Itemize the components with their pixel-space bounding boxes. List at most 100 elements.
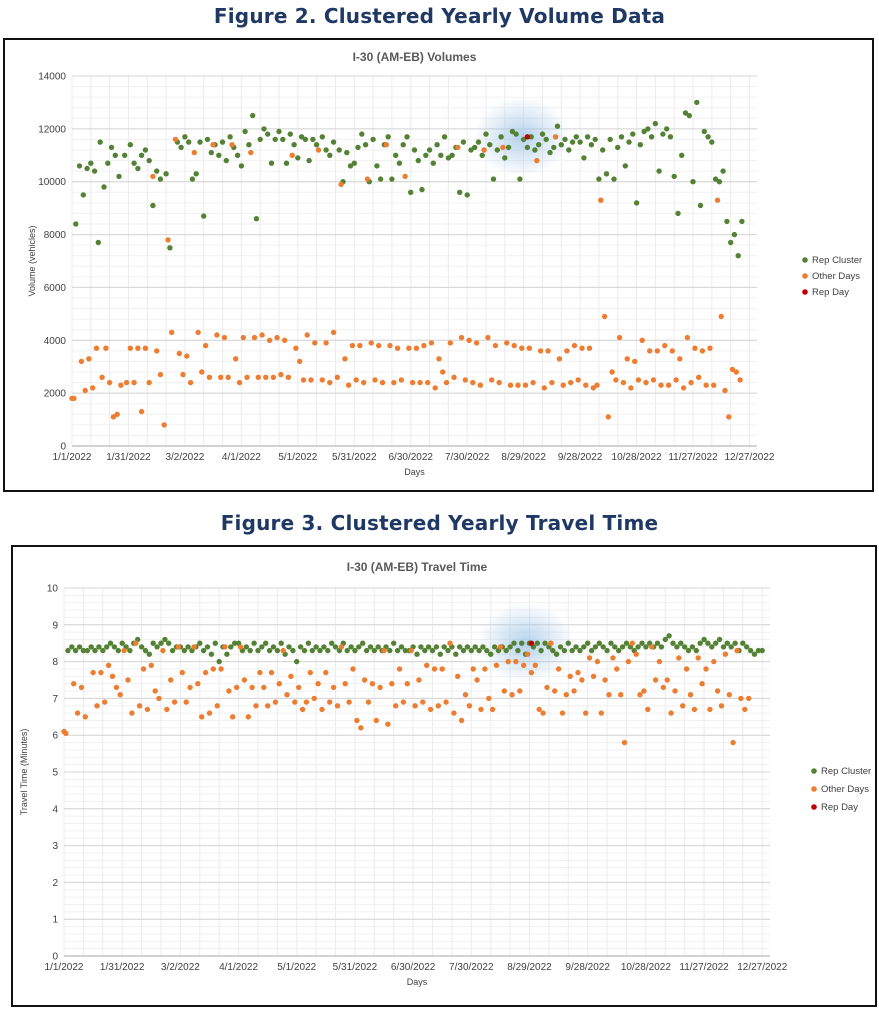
data-point	[383, 142, 389, 148]
data-point	[111, 644, 118, 650]
data-point	[470, 379, 476, 386]
data-point	[175, 644, 182, 650]
data-point	[730, 739, 736, 746]
data-point	[80, 647, 87, 654]
data-point	[603, 171, 610, 177]
data-point	[524, 144, 531, 151]
x-tick-label: 8/29/2022	[507, 962, 552, 973]
data-point	[389, 176, 395, 182]
data-point	[739, 218, 745, 225]
data-point	[168, 677, 174, 683]
data-point	[193, 171, 199, 177]
data-point	[707, 345, 713, 351]
x-tick-label: 6/30/2022	[388, 452, 433, 463]
data-point	[156, 695, 162, 702]
data-point	[575, 377, 581, 383]
data-point	[114, 411, 120, 417]
data-point	[482, 666, 488, 672]
data-point	[356, 644, 362, 650]
y-tick-label: 8000	[44, 230, 67, 241]
data-point	[121, 647, 127, 654]
data-point	[362, 142, 369, 148]
data-point	[528, 669, 535, 676]
data-point	[377, 684, 383, 691]
data-point	[125, 677, 131, 683]
series-other-days	[61, 640, 752, 746]
data-point	[520, 136, 527, 143]
data-point	[483, 131, 489, 137]
data-point	[650, 377, 657, 383]
data-point	[726, 414, 732, 420]
data-point	[253, 703, 259, 709]
data-point	[724, 218, 730, 225]
y-tick-label: 0	[60, 442, 66, 453]
data-point	[103, 345, 109, 351]
data-point	[728, 239, 734, 246]
data-point	[464, 192, 470, 198]
data-point	[411, 147, 418, 153]
data-point	[310, 136, 316, 143]
data-point	[76, 644, 83, 650]
data-point	[602, 677, 608, 683]
data-point	[590, 673, 597, 679]
data-point	[692, 345, 698, 351]
data-point	[127, 142, 133, 148]
data-point	[329, 640, 335, 646]
data-point	[729, 366, 736, 373]
data-point	[479, 152, 485, 158]
data-point	[604, 647, 610, 654]
data-point	[666, 633, 672, 639]
data-point	[201, 213, 207, 219]
data-point	[240, 334, 246, 341]
data-point	[421, 342, 427, 349]
data-point	[387, 647, 393, 654]
series-rep-cluster	[73, 99, 745, 259]
data-point	[414, 651, 420, 657]
data-point	[532, 662, 538, 668]
data-point	[538, 647, 544, 654]
data-point	[481, 147, 487, 153]
x-axis-label: Days	[407, 977, 428, 987]
data-point	[272, 699, 279, 705]
data-point	[222, 644, 228, 650]
data-point	[671, 173, 677, 180]
y-tick-label: 10	[47, 584, 59, 595]
data-point	[552, 134, 559, 140]
x-tick-label: 7/30/2022	[445, 452, 490, 463]
data-point	[596, 640, 602, 646]
data-point	[204, 644, 211, 650]
x-tick-label: 11/27/2022	[668, 452, 718, 463]
data-point	[396, 666, 403, 672]
data-point	[387, 342, 393, 349]
data-point	[163, 171, 169, 177]
data-point	[394, 647, 401, 654]
data-point	[703, 382, 709, 388]
data-point	[563, 692, 569, 698]
data-point	[99, 374, 105, 380]
data-point	[511, 342, 517, 349]
data-point	[590, 385, 596, 391]
data-point	[298, 134, 305, 140]
data-point	[458, 334, 465, 341]
data-point	[214, 332, 220, 338]
y-tick-label: 0	[52, 952, 58, 963]
data-point	[647, 348, 653, 354]
data-point	[63, 730, 69, 737]
data-point	[434, 142, 440, 148]
data-point	[548, 640, 554, 646]
data-point	[294, 658, 300, 665]
data-point	[237, 644, 244, 650]
data-point	[108, 144, 115, 151]
data-point	[422, 647, 428, 654]
data-point	[635, 644, 641, 650]
data-point	[347, 163, 354, 169]
data-point	[330, 684, 337, 691]
data-point	[391, 379, 397, 386]
data-point	[398, 644, 405, 650]
data-point	[701, 636, 707, 643]
data-point	[665, 382, 672, 388]
data-point	[283, 160, 290, 166]
data-point	[96, 644, 102, 650]
x-tick-label: 1/1/2022	[45, 962, 84, 973]
y-axis-label: Travel Time (Minutes)	[19, 729, 29, 816]
